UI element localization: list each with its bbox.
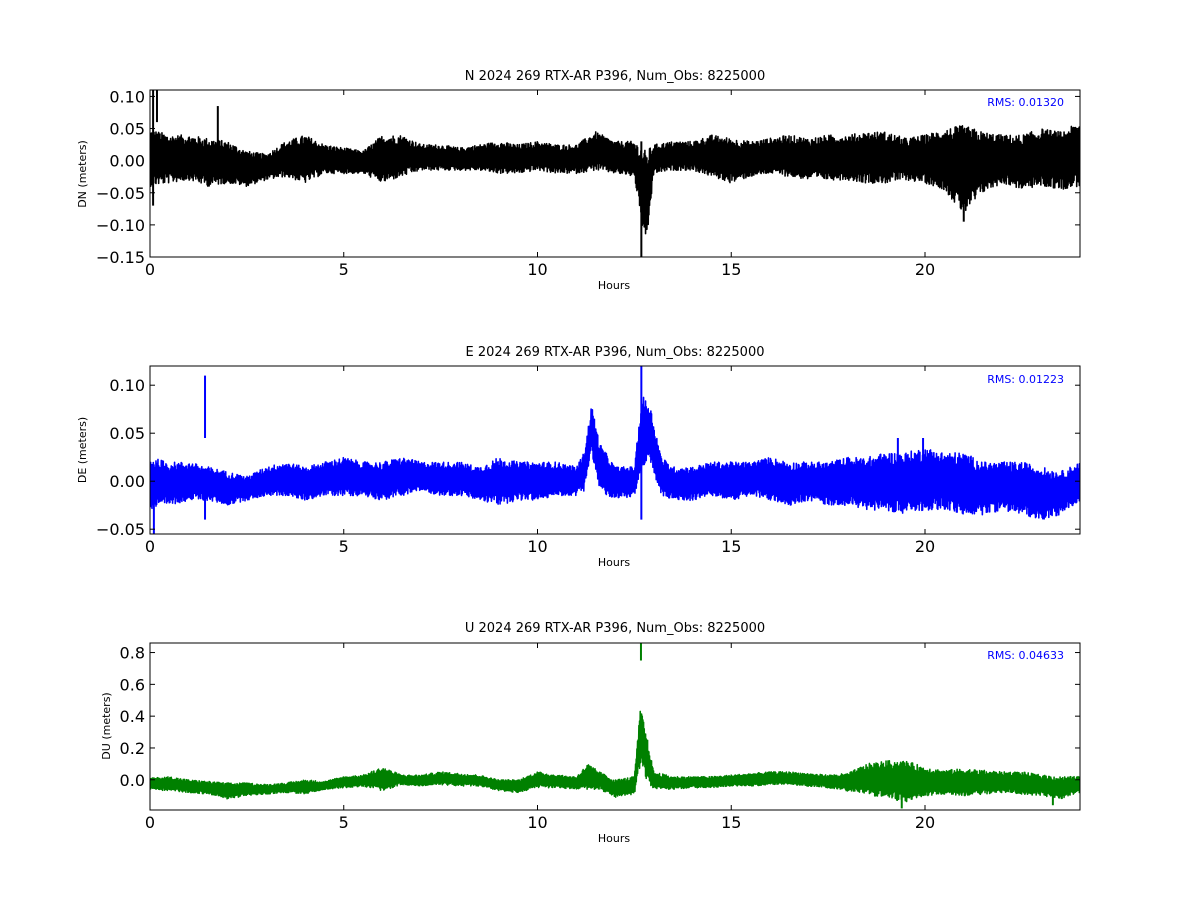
panel-east-ylabel: DE (meters)	[76, 417, 89, 483]
panel-east-ytick-label: 0.00	[109, 472, 145, 491]
panel-north-xtick-label: 0	[145, 260, 155, 279]
panel-north-ytick-label: 0.10	[109, 87, 145, 106]
panel-up-ytick-label: 0.0	[120, 771, 145, 790]
panel-east-ytick-label: 0.10	[109, 376, 145, 395]
panel-north-ytick-label: 0.05	[109, 120, 145, 139]
panel-up-xtick-label: 15	[721, 813, 741, 832]
panel-east: E 2024 269 RTX-AR P396, Num_Obs: 8225000…	[76, 345, 1081, 569]
panel-east-frame	[149, 365, 1081, 535]
panel-east-ytick-label: −0.05	[96, 520, 145, 539]
panel-east-xtick-label: 10	[527, 537, 547, 556]
panel-north-xtick-label: 20	[915, 260, 935, 279]
panel-east-xtick-label: 15	[721, 537, 741, 556]
panel-up-ytick-label: 0.4	[120, 707, 145, 726]
panel-up-ytick-label: 0.8	[120, 644, 145, 663]
panel-east-xtick-label: 20	[915, 537, 935, 556]
panel-up-xtick-label: 0	[145, 813, 155, 832]
panel-north: N 2024 269 RTX-AR P396, Num_Obs: 8225000…	[76, 69, 1081, 292]
panel-up-xlabel: Hours	[598, 832, 630, 845]
panel-north-series	[150, 90, 1080, 257]
panel-east-rms: RMS: 0.01223	[987, 373, 1064, 386]
panel-up-title: U 2024 269 RTX-AR P396, Num_Obs: 8225000	[465, 621, 765, 636]
panel-up-ytick-label: 0.2	[120, 739, 145, 758]
panel-east-line	[150, 396, 1080, 520]
panel-up-ytick-label: 0.6	[120, 675, 145, 694]
panel-north-ytick-label: −0.15	[96, 248, 145, 267]
panel-east-xtick-label: 0	[145, 537, 155, 556]
panel-east-xtick-label: 5	[339, 537, 349, 556]
panel-up-series	[150, 643, 1080, 809]
panel-north-ytick-label: 0.00	[109, 152, 145, 171]
panel-up-ylabel: DU (meters)	[100, 692, 113, 759]
panel-north-ylabel: DN (meters)	[76, 140, 89, 208]
panel-up-rms: RMS: 0.04633	[987, 649, 1064, 662]
panel-up-xtick-label: 20	[915, 813, 935, 832]
panel-north-xtick-label: 5	[339, 260, 349, 279]
panel-north-ytick-label: −0.05	[96, 184, 145, 203]
panel-east-series	[150, 366, 1080, 534]
panel-up-xtick-label: 10	[527, 813, 547, 832]
panel-up-xtick-label: 5	[339, 813, 349, 832]
panel-north-rms: RMS: 0.01320	[987, 96, 1064, 109]
panel-north-xtick-label: 15	[721, 260, 741, 279]
panel-up-frame	[149, 642, 1081, 811]
panel-east-xlabel: Hours	[598, 556, 630, 569]
panel-north-frame	[149, 89, 1081, 258]
panel-north-title: N 2024 269 RTX-AR P396, Num_Obs: 8225000	[465, 69, 765, 84]
panel-north-xlabel: Hours	[598, 279, 630, 292]
panel-north-xtick-label: 10	[527, 260, 547, 279]
panel-east-ytick-label: 0.05	[109, 424, 145, 443]
panel-north-line	[150, 125, 1080, 235]
panel-up-line	[150, 710, 1080, 803]
panel-east-title: E 2024 269 RTX-AR P396, Num_Obs: 8225000	[466, 345, 765, 360]
panel-up: U 2024 269 RTX-AR P396, Num_Obs: 8225000…	[100, 621, 1081, 845]
panel-north-ytick-label: −0.10	[96, 216, 145, 235]
